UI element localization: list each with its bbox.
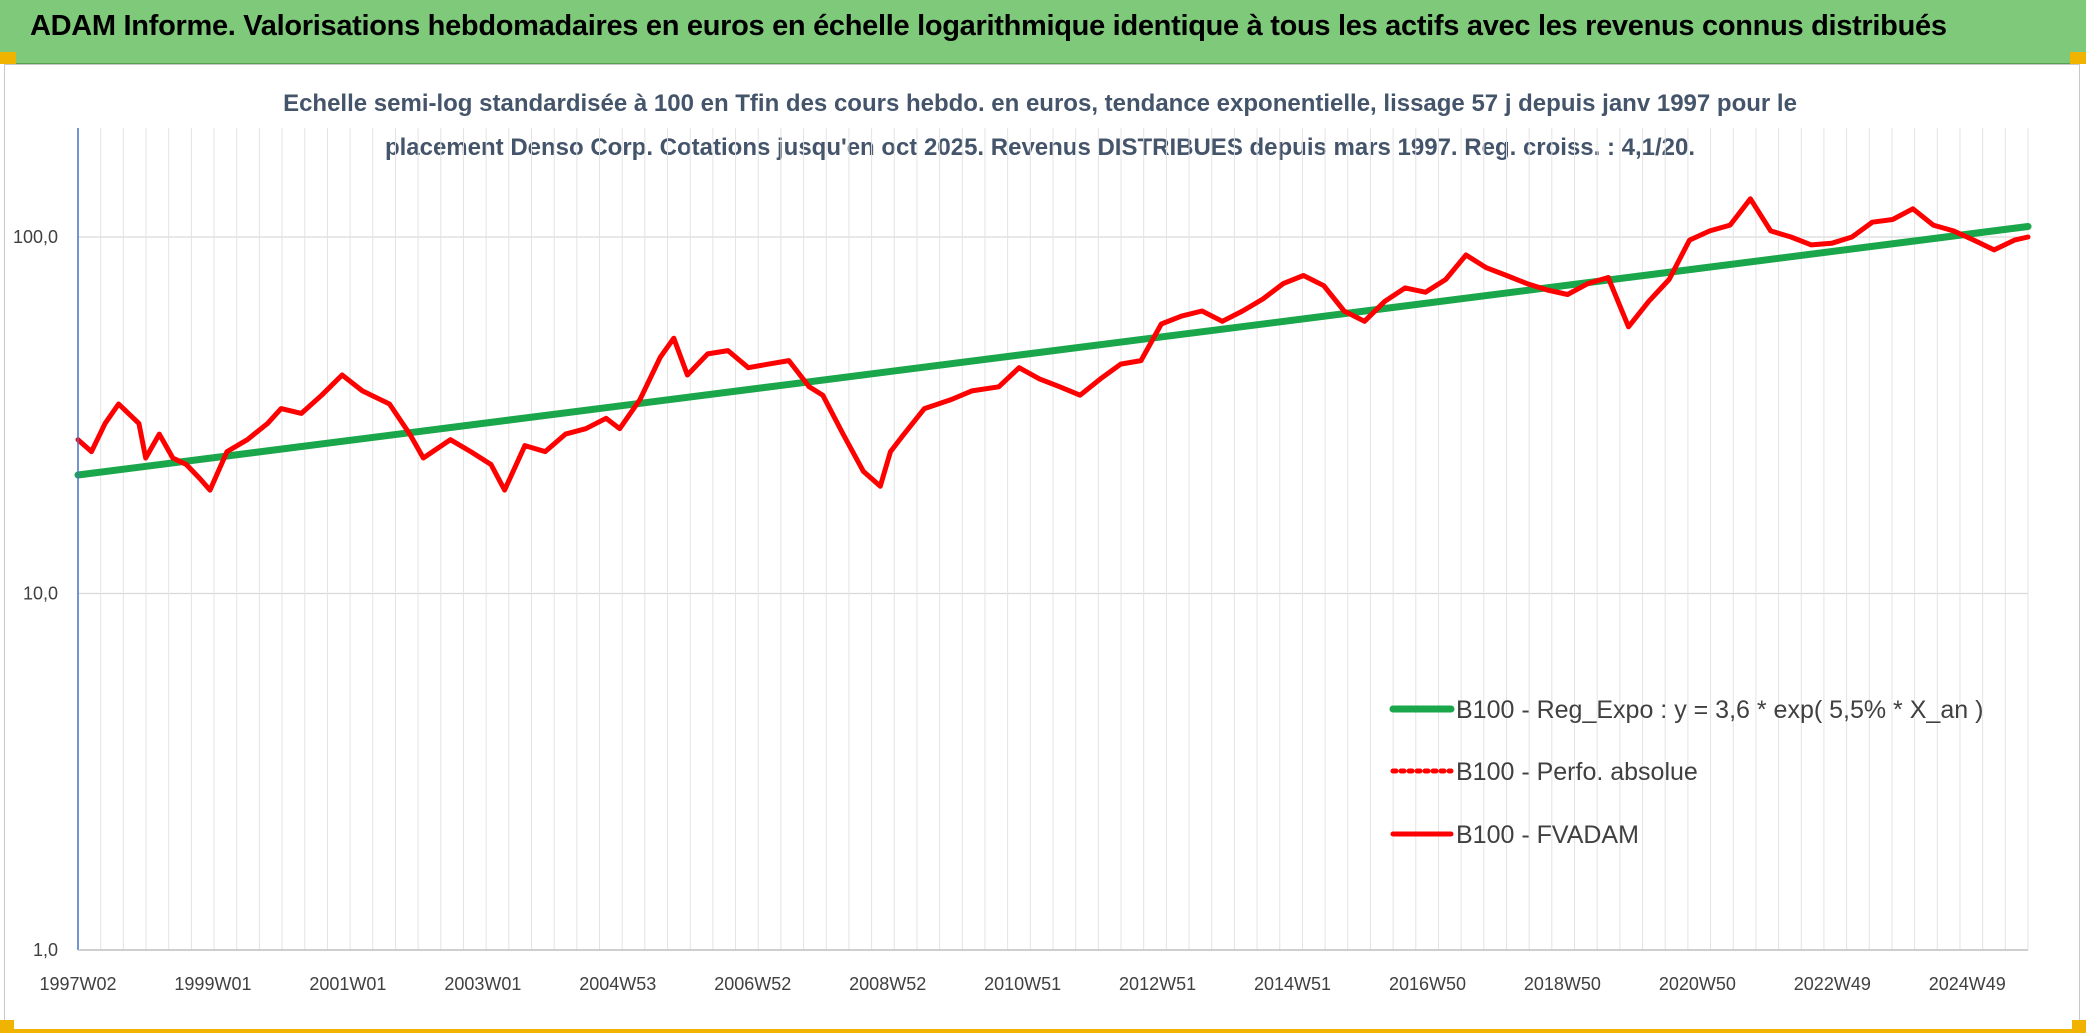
y-tick-label: 100,0 bbox=[13, 227, 58, 247]
y-tick-label: 10,0 bbox=[23, 584, 58, 604]
chart-title-line1: Echelle semi-log standardisée à 100 en T… bbox=[283, 90, 1797, 117]
corner-mark-right bbox=[2070, 52, 2086, 64]
legend-label: B100 - FVADAM bbox=[1456, 821, 1639, 849]
x-tick-label: 2022W49 bbox=[1794, 974, 1871, 994]
bottom-strip-inner bbox=[14, 1020, 2072, 1029]
x-tick-label: 2001W01 bbox=[309, 974, 386, 994]
x-tick-label: 2012W51 bbox=[1119, 974, 1196, 994]
chart-title-line2: placement Denso Corp. Cotations jusqu'en… bbox=[384, 134, 1696, 161]
legend-label: B100 - Perfo. absolue bbox=[1456, 758, 1698, 786]
x-tick-label: 1997W02 bbox=[39, 974, 116, 994]
corner-mark-left bbox=[0, 52, 16, 64]
x-tick-label: 2014W51 bbox=[1254, 974, 1331, 994]
y-tick-label: 1,0 bbox=[33, 940, 58, 960]
x-tick-label: 2010W51 bbox=[984, 974, 1061, 994]
banner-title: ADAM Informe. Valorisations hebdomadaire… bbox=[30, 10, 1947, 42]
legend-label: B100 - Reg_Expo : y = 3,6 * exp( 5,5% * … bbox=[1456, 696, 1983, 724]
series-line-fvadam bbox=[75, 196, 2031, 493]
x-tick-label: 2016W50 bbox=[1389, 974, 1466, 994]
x-tick-label: 2004W53 bbox=[579, 974, 656, 994]
x-tick-label: 2024W49 bbox=[1929, 974, 2006, 994]
x-tick-label: 2006W52 bbox=[714, 974, 791, 994]
x-tick-label: 2003W01 bbox=[444, 974, 521, 994]
x-tick-label: 2020W50 bbox=[1659, 974, 1736, 994]
x-tick-label: 2008W52 bbox=[849, 974, 926, 994]
x-tick-label: 1999W01 bbox=[174, 974, 251, 994]
banner: ADAM Informe. Valorisations hebdomadaire… bbox=[0, 0, 2086, 64]
series-line-regression bbox=[74, 223, 2032, 479]
x-tick-label: 2018W50 bbox=[1524, 974, 1601, 994]
